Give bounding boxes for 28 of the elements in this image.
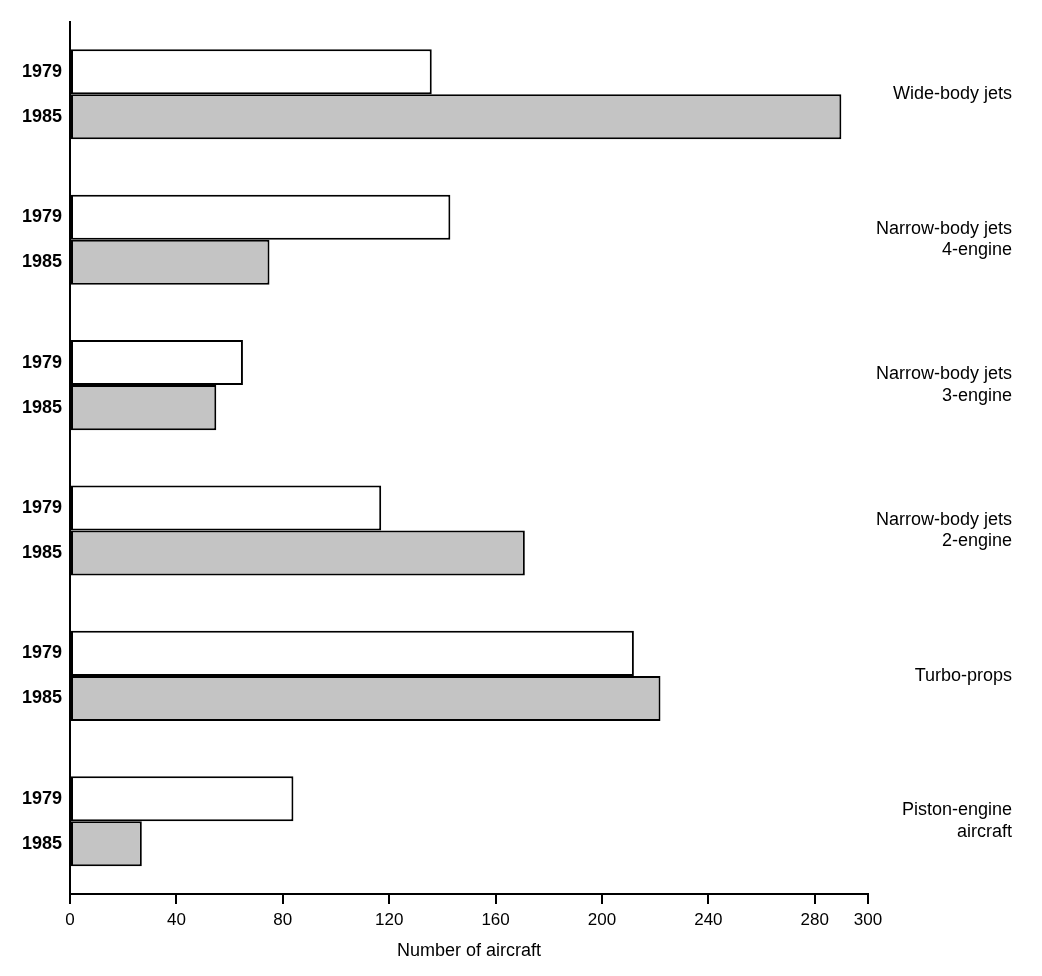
y-tick-label: Narrow-body jets 2-engine <box>875 508 1012 551</box>
x-tick-label: 160 <box>481 909 510 929</box>
text: 1985 <box>21 542 62 563</box>
text: 1979 <box>21 206 62 227</box>
x-tick-label: 120 <box>374 909 404 929</box>
x-tick-label: 240 <box>694 909 723 929</box>
text: 1979 <box>21 642 62 663</box>
text: 1979 <box>21 496 62 517</box>
x-tick-label: 280 <box>800 909 829 929</box>
text: 1979 <box>21 351 62 372</box>
x-tick-label: 200 <box>587 909 617 929</box>
y-tick-label: Turbo-props <box>914 664 1012 685</box>
text: 1985 <box>21 687 62 708</box>
y-tick-label: Wide-body jets <box>892 83 1012 104</box>
text: 1979 <box>21 787 62 808</box>
x-tick-label: 300 <box>853 909 883 929</box>
text: 1985 <box>21 832 62 853</box>
y-tick-label: Piston-engine aircraft <box>901 799 1012 842</box>
series-label: 1979 <box>21 60 62 81</box>
text: 1985 <box>21 396 62 417</box>
series-label: 1985 <box>21 105 62 126</box>
x-tick-label: 0 <box>65 909 75 929</box>
y-tick-label: Narrow-body jets 4-engine <box>875 217 1012 260</box>
x-tick-label: 80 <box>273 909 293 929</box>
text: 1985 <box>21 251 62 272</box>
x-axis-title: Number of aircraft <box>396 940 541 961</box>
x-tick-label: 40 <box>166 909 186 929</box>
y-tick-label: Narrow-body jets 3-engine <box>875 363 1012 405</box>
